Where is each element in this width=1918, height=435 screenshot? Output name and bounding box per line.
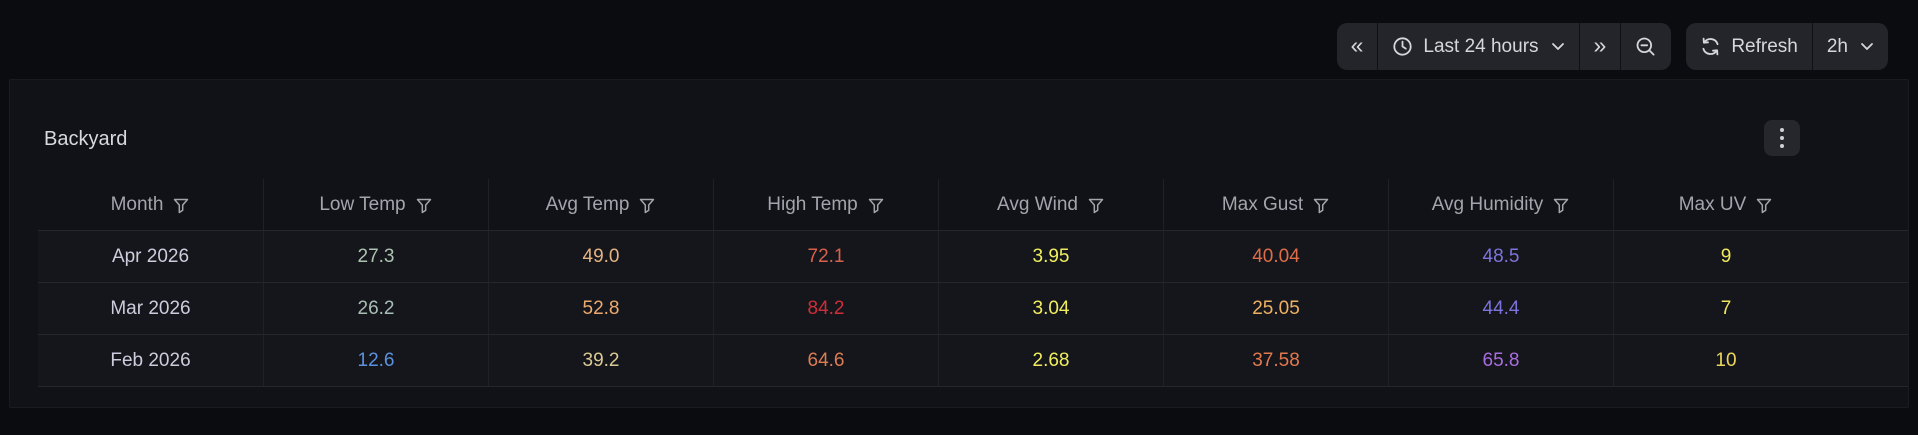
table-cell: 3.04 [938,283,1163,334]
zoom-out-icon [1636,37,1655,56]
table-row: Apr 2026 27.3 49.0 72.1 3.95 40.04 48.5 9 [38,231,1908,283]
table-cell: 64.6 [713,335,938,386]
table-cell: 25.05 [1163,283,1388,334]
column-header-avg-humidity[interactable]: Avg Humidity [1388,179,1613,230]
table-cell: 40.04 [1163,231,1388,282]
table-cell: 2.68 [938,335,1163,386]
column-header-avg-wind[interactable]: Avg Wind [938,179,1163,230]
column-header-label: Month [110,193,164,215]
column-header-label: Max UV [1678,193,1747,215]
table-cell: 26.2 [263,283,488,334]
time-range-group: « Last 24 hours » [1336,23,1672,70]
double-chevron-right-icon: » [1593,31,1607,58]
column-header-month[interactable]: Month [38,179,263,230]
panel-title[interactable]: Backyard [44,128,128,150]
table-cell: 9 [1613,231,1838,282]
refresh-interval-picker[interactable]: 2h [1811,23,1888,70]
column-header-label: Max Gust [1221,193,1304,215]
chevron-down-icon [1551,43,1564,50]
column-header-label: Avg Humidity [1431,193,1544,215]
table-row: Mar 2026 26.2 52.8 84.2 3.04 25.05 44.4 7 [38,283,1908,335]
kebab-icon [1780,136,1784,140]
filter-icon[interactable] [415,196,433,214]
zoom-out-time-button[interactable] [1620,23,1671,70]
chevron-down-icon [1861,43,1873,50]
column-header-max-gust[interactable]: Max Gust [1163,179,1388,230]
table-row: Feb 2026 12.6 39.2 64.6 2.68 37.58 65.8 10 [38,335,1908,387]
table-cell: 65.8 [1388,335,1613,386]
time-range-label: Last 24 hours [1423,35,1539,57]
column-header-max-uv[interactable]: Max UV [1613,179,1838,230]
column-header-label: Low Temp [319,193,406,215]
row-filler [1838,231,1908,282]
filter-icon[interactable] [1755,196,1773,214]
time-toolbar: « Last 24 hours » [1336,23,1888,70]
filter-icon[interactable] [172,196,190,214]
row-filler [1838,335,1908,386]
column-header-avg-temp[interactable]: Avg Temp [488,179,713,230]
table-cell: 7 [1613,283,1838,334]
table-cell: 37.58 [1163,335,1388,386]
column-header-low-temp[interactable]: Low Temp [263,179,488,230]
filter-icon[interactable] [1312,196,1330,214]
panel-backyard: Backyard Month Low Temp Avg Temp High Temp A… [9,79,1909,408]
table-cell: 84.2 [713,283,938,334]
filter-icon[interactable] [638,196,656,214]
filter-icon[interactable] [1087,196,1105,214]
double-chevron-left-icon: « [1350,31,1364,58]
table-cell: Mar 2026 [110,297,191,319]
filter-icon[interactable] [1552,196,1570,214]
table-cell: Apr 2026 [111,245,190,267]
refresh-interval-label: 2h [1826,35,1848,57]
clock-icon [1393,37,1412,56]
table-header-row: Month Low Temp Avg Temp High Temp Avg Wind Ma… [38,179,1908,231]
refresh-icon [1702,37,1719,56]
table-cell: 10 [1613,335,1838,386]
column-header-label: Avg Wind [997,193,1078,215]
time-shift-forward-button[interactable]: » [1578,23,1621,70]
table-cell: 48.5 [1388,231,1613,282]
weather-table: Month Low Temp Avg Temp High Temp Avg Wind Ma… [38,179,1908,387]
panel-menu-button[interactable] [1764,120,1800,156]
time-range-picker-button[interactable]: Last 24 hours [1377,23,1578,70]
kebab-icon [1780,128,1784,132]
table-cell: 27.3 [263,231,488,282]
column-header-label: High Temp [767,193,858,215]
refresh-label: Refresh [1731,35,1798,57]
kebab-icon [1780,144,1784,148]
table-cell: 3.95 [938,231,1163,282]
row-filler [1838,283,1908,334]
table-cell: 49.0 [488,231,713,282]
column-header-high-temp[interactable]: High Temp [713,179,938,230]
table-cell: Feb 2026 [110,349,191,371]
table-cell: 72.1 [713,231,938,282]
refresh-group: Refresh 2h [1686,23,1888,70]
column-header-label: Avg Temp [545,193,630,215]
filter-icon[interactable] [867,196,885,214]
time-shift-back-button[interactable]: « [1337,23,1378,70]
header-filler [1838,179,1908,230]
table-cell: 44.4 [1388,283,1613,334]
table-cell: 39.2 [488,335,713,386]
refresh-button[interactable]: Refresh [1686,23,1812,70]
table-cell: 52.8 [488,283,713,334]
table-cell: 12.6 [263,335,488,386]
